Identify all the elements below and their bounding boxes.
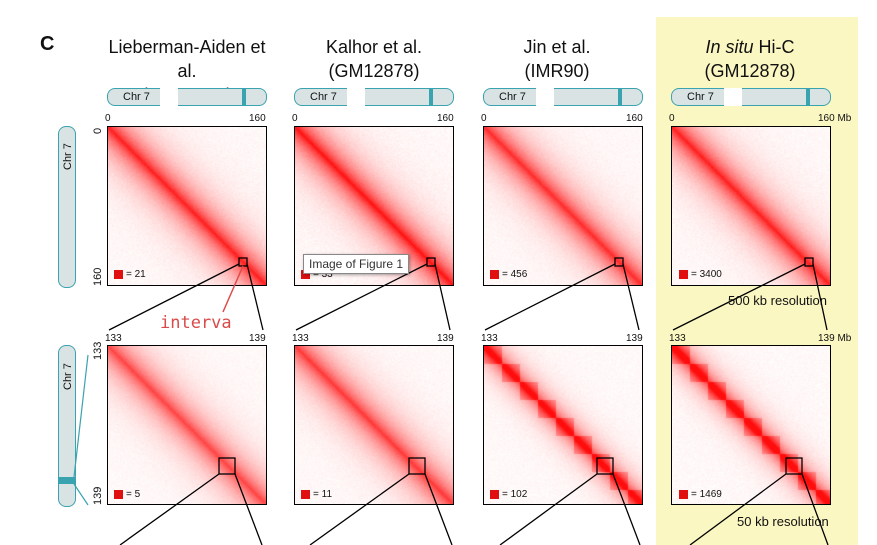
legend-bottom-3: = 102 bbox=[490, 489, 527, 500]
tick-start-4: 0 bbox=[669, 113, 675, 124]
heatmap-bottom-3 bbox=[483, 345, 643, 505]
col-title-4: In situ Hi-C (GM12878) bbox=[704, 37, 796, 81]
chrom-bar-3 bbox=[483, 88, 643, 106]
tick-start-2: 0 bbox=[292, 113, 298, 124]
chrom-label-3: Chr 7 bbox=[499, 91, 526, 103]
tick-end-2: 160 bbox=[437, 113, 454, 124]
heatmap-top-3 bbox=[483, 126, 643, 286]
zoom-tick-end-1: 139 bbox=[249, 333, 266, 344]
col-title-2: Kalhor et al. (GM12878) bbox=[325, 37, 423, 81]
heatmap-top-1 bbox=[107, 126, 267, 286]
legend-bottom-4: = 1469 bbox=[679, 489, 722, 500]
side-chrom-top bbox=[58, 126, 76, 288]
chrom-bar-2 bbox=[294, 88, 454, 106]
heatmap-bottom-1 bbox=[107, 345, 267, 505]
zoom-tick-start-2: 133 bbox=[292, 333, 309, 344]
side-chrom-bottom bbox=[58, 345, 76, 507]
tick-start-1: 0 bbox=[105, 113, 111, 124]
chrom-bar-1 bbox=[107, 88, 267, 106]
tick-end-1: 160 bbox=[249, 113, 266, 124]
tick-start-3: 0 bbox=[481, 113, 487, 124]
zoom-tick-end-4: 139 Mb bbox=[818, 333, 852, 344]
resolution-top: 500 kb resolution bbox=[728, 293, 828, 308]
interval-annotation: interva bbox=[160, 313, 232, 333]
image-tooltip: Image of Figure 1 bbox=[303, 254, 410, 274]
tick-end-4: 160 Mb bbox=[818, 113, 852, 124]
col-title-3: Jin et al. (IMR90) bbox=[523, 37, 591, 81]
tick-end-3: 160 bbox=[626, 113, 643, 124]
zoom-tick-start-1: 133 bbox=[105, 333, 122, 344]
legend-top-4: = 3400 bbox=[679, 269, 722, 280]
zoom-tick-end-3: 139 bbox=[626, 333, 643, 344]
chrom-label-4: Chr 7 bbox=[687, 91, 714, 103]
legend-bottom-2: = 11 bbox=[301, 489, 332, 500]
chrom-label-1: Chr 7 bbox=[123, 91, 150, 103]
legend-top-3: = 456 bbox=[490, 269, 527, 280]
zoom-tick-start-4: 133 bbox=[669, 333, 686, 344]
zoom-tick-end-2: 139 bbox=[437, 333, 454, 344]
chrom-label-2: Chr 7 bbox=[310, 91, 337, 103]
heatmap-top-4 bbox=[671, 126, 831, 286]
legend-top-2: = 33 bbox=[301, 269, 333, 280]
legend-bottom-1: = 5 bbox=[114, 489, 140, 500]
chrom-bar-4 bbox=[671, 88, 831, 106]
resolution-bottom: 50 kb resolution bbox=[737, 514, 829, 529]
legend-top-1: = 21 bbox=[114, 269, 146, 280]
panel-letter: C bbox=[40, 33, 55, 55]
zoom-tick-start-3: 133 bbox=[481, 333, 498, 344]
